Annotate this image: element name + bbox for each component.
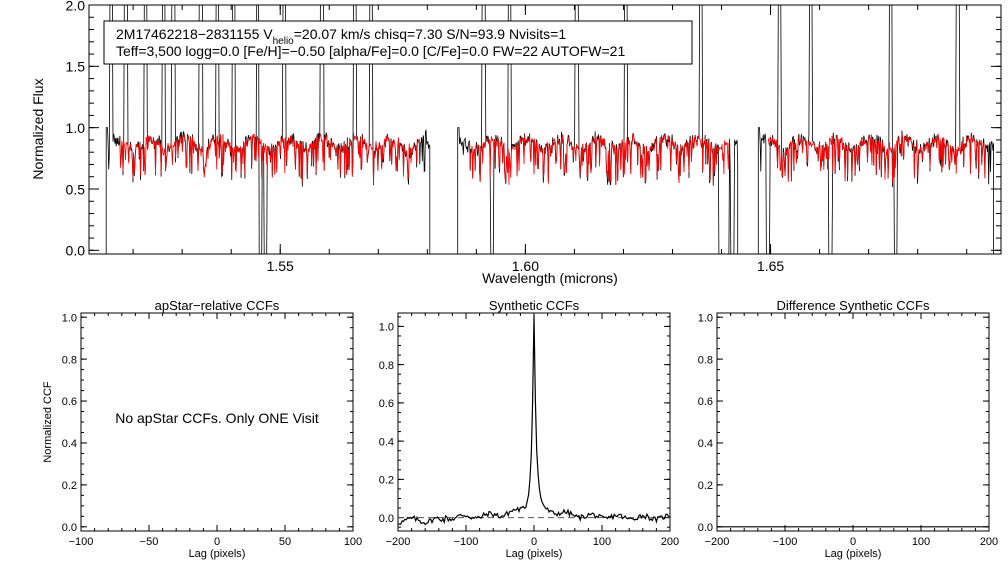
info-box-frame — [103, 20, 693, 65]
y-tick-label: 0.2 — [379, 475, 394, 487]
x-tick-label: 1.65 — [757, 258, 784, 274]
synthetic-spectrum-segment — [767, 133, 987, 184]
x-tick-label: 100 — [912, 536, 930, 548]
y-tick-label: 2.0 — [66, 0, 86, 13]
y-tick-label: 0.2 — [698, 480, 713, 492]
difference-ccf-panel: Difference Synthetic CCFs Lag (pixels) −… — [698, 298, 998, 560]
y-tick-label: 1.5 — [66, 59, 86, 75]
observed-spectrum-segment — [757, 4, 994, 255]
synthetic-ccf-panel: Synthetic CCFs Lag (pixels) −200 −100 0 100… — [379, 298, 679, 560]
y-tick-label: 0.4 — [698, 438, 713, 450]
info-line-1-subscript: helio — [273, 36, 295, 47]
x-tick-label: 0 — [850, 536, 856, 548]
difference-ccf-ticks: −200 −100 0 100 200 0.0 0.2 0.4 0.6 0.8 1.0 — [698, 312, 998, 548]
difference-ccf-xlabel: Lag (pixels) — [825, 548, 882, 560]
y-tick-label: 0.0 — [62, 522, 77, 534]
synthetic-spectrum-segment — [118, 132, 421, 185]
apstar-ccf-panel: apStar−relative CCFs Lag (pixels) Normal… — [42, 298, 362, 560]
difference-ccf-title: Difference Synthetic CCFs — [777, 298, 930, 313]
y-tick-label: 0.4 — [379, 436, 394, 448]
y-tick-label: 0.8 — [62, 354, 77, 366]
y-tick-label: 0.5 — [66, 181, 86, 197]
apstar-ccf-ticks: −100 −50 0 50 100 0.0 0.2 0.4 0.6 0.8 1.0 — [62, 312, 362, 548]
apstar-ccf-ylabel: Normalized CCF — [42, 381, 54, 463]
y-tick-label: 1.0 — [698, 312, 713, 324]
x-tick-label: 200 — [980, 536, 998, 548]
spectrum-xlabel: Wavelength (microns) — [482, 270, 618, 286]
spectrum-ticks: 1.55 1.60 1.65 0.0 0.5 1.0 1.5 2.0 — [66, 0, 1001, 274]
x-tick-label: −200 — [386, 536, 411, 548]
info-box: 2M17462218−2831155 Vhelio=20.07 km/s chi… — [103, 20, 693, 65]
x-tick-label: 1.55 — [267, 258, 294, 274]
y-tick-label: 1.0 — [66, 120, 86, 136]
info-line-2: Teff=3,500 logg=0.0 [Fe/H]=−0.50 [alpha/… — [116, 43, 625, 59]
x-tick-label: 100 — [344, 536, 362, 548]
synthetic-ccf-title: Synthetic CCFs — [489, 298, 580, 313]
apstar-ccf-xlabel: Lag (pixels) — [189, 548, 246, 560]
y-tick-label: 0.2 — [62, 480, 77, 492]
y-tick-label: 0.0 — [379, 513, 394, 525]
spectrum-ylabel: Normalized Flux — [30, 78, 46, 179]
x-tick-label: 200 — [661, 536, 679, 548]
info-line-1-suffix: =20.07 km/s chisq=7.30 S/N=93.9 Nvisits=… — [294, 26, 567, 42]
y-tick-label: 0.0 — [698, 522, 713, 534]
x-tick-label: −100 — [69, 536, 94, 548]
y-tick-label: 0.6 — [698, 396, 713, 408]
ccf-curve — [397, 315, 671, 526]
x-tick-label: −100 — [454, 536, 479, 548]
x-tick-label: −100 — [773, 536, 798, 548]
spectrum-panel: 1.55 1.60 1.65 0.0 0.5 1.0 1.5 2.0 Wavelength (… — [30, 0, 1002, 286]
x-tick-label: 1.60 — [512, 258, 539, 274]
x-tick-label: 100 — [593, 536, 611, 548]
synthetic-ccf-xlabel: Lag (pixels) — [506, 548, 563, 560]
info-line-1-prefix: 2M17462218−2831155 V — [116, 26, 273, 42]
synthetic-ccf-lines — [397, 315, 671, 526]
spectrum-lines — [105, 4, 994, 255]
x-tick-label: 50 — [279, 536, 291, 548]
y-tick-label: 1.0 — [62, 312, 77, 324]
synthetic-spectrum-segment — [468, 132, 730, 186]
y-tick-label: 0.8 — [379, 360, 394, 372]
info-line-1: 2M17462218−2831155 Vhelio=20.07 km/s chi… — [116, 26, 566, 47]
y-tick-label: 0.6 — [379, 398, 394, 410]
y-tick-label: 0.8 — [698, 354, 713, 366]
x-tick-label: 0 — [531, 536, 537, 548]
synthetic-ccf-ticks: −200 −100 0 100 200 0.0 0.2 0.4 0.6 0.8 1.0 — [379, 313, 679, 548]
x-tick-label: −50 — [140, 536, 159, 548]
no-ccf-message: No apStar CCFs. Only ONE Visit — [115, 410, 319, 426]
apstar-ccf-title: apStar−relative CCFs — [155, 298, 280, 313]
spectrum-frame — [88, 4, 1002, 255]
x-tick-label: −200 — [705, 536, 730, 548]
x-tick-label: 0 — [214, 536, 220, 548]
y-tick-label: 0.0 — [66, 243, 86, 259]
y-tick-label: 0.6 — [62, 396, 77, 408]
y-tick-label: 0.4 — [62, 438, 77, 450]
y-tick-label: 1.0 — [379, 322, 394, 334]
difference-ccf-frame — [716, 312, 990, 532]
